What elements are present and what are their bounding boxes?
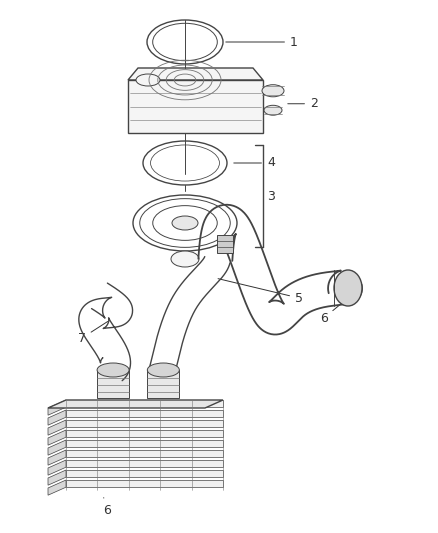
Ellipse shape xyxy=(97,363,129,377)
Polygon shape xyxy=(48,470,66,485)
Polygon shape xyxy=(48,460,66,475)
Polygon shape xyxy=(66,400,223,407)
Text: 4: 4 xyxy=(234,157,275,169)
Polygon shape xyxy=(128,68,263,80)
Ellipse shape xyxy=(172,216,198,230)
Text: 7: 7 xyxy=(78,321,108,344)
Polygon shape xyxy=(66,470,223,477)
Ellipse shape xyxy=(262,85,284,97)
Polygon shape xyxy=(48,410,66,425)
Text: 5: 5 xyxy=(218,279,303,304)
Ellipse shape xyxy=(136,74,160,86)
Polygon shape xyxy=(66,420,223,427)
Text: 1: 1 xyxy=(226,36,298,49)
Polygon shape xyxy=(66,430,223,437)
Polygon shape xyxy=(66,480,223,487)
Polygon shape xyxy=(66,410,223,417)
Polygon shape xyxy=(97,370,129,398)
Polygon shape xyxy=(48,480,66,495)
Text: 6: 6 xyxy=(103,498,111,516)
Text: 3: 3 xyxy=(267,190,275,203)
Text: 2: 2 xyxy=(288,97,318,110)
Polygon shape xyxy=(217,235,233,253)
Ellipse shape xyxy=(264,106,282,115)
Polygon shape xyxy=(147,370,179,398)
Ellipse shape xyxy=(171,251,199,267)
Polygon shape xyxy=(48,440,66,455)
Polygon shape xyxy=(48,400,223,408)
Polygon shape xyxy=(66,450,223,457)
Polygon shape xyxy=(48,450,66,465)
Ellipse shape xyxy=(334,270,362,306)
Polygon shape xyxy=(48,400,66,415)
Ellipse shape xyxy=(147,363,179,377)
Polygon shape xyxy=(128,80,263,133)
Polygon shape xyxy=(66,460,223,467)
Polygon shape xyxy=(48,420,66,435)
Polygon shape xyxy=(66,440,223,447)
Polygon shape xyxy=(48,430,66,445)
Text: 6: 6 xyxy=(320,300,346,325)
